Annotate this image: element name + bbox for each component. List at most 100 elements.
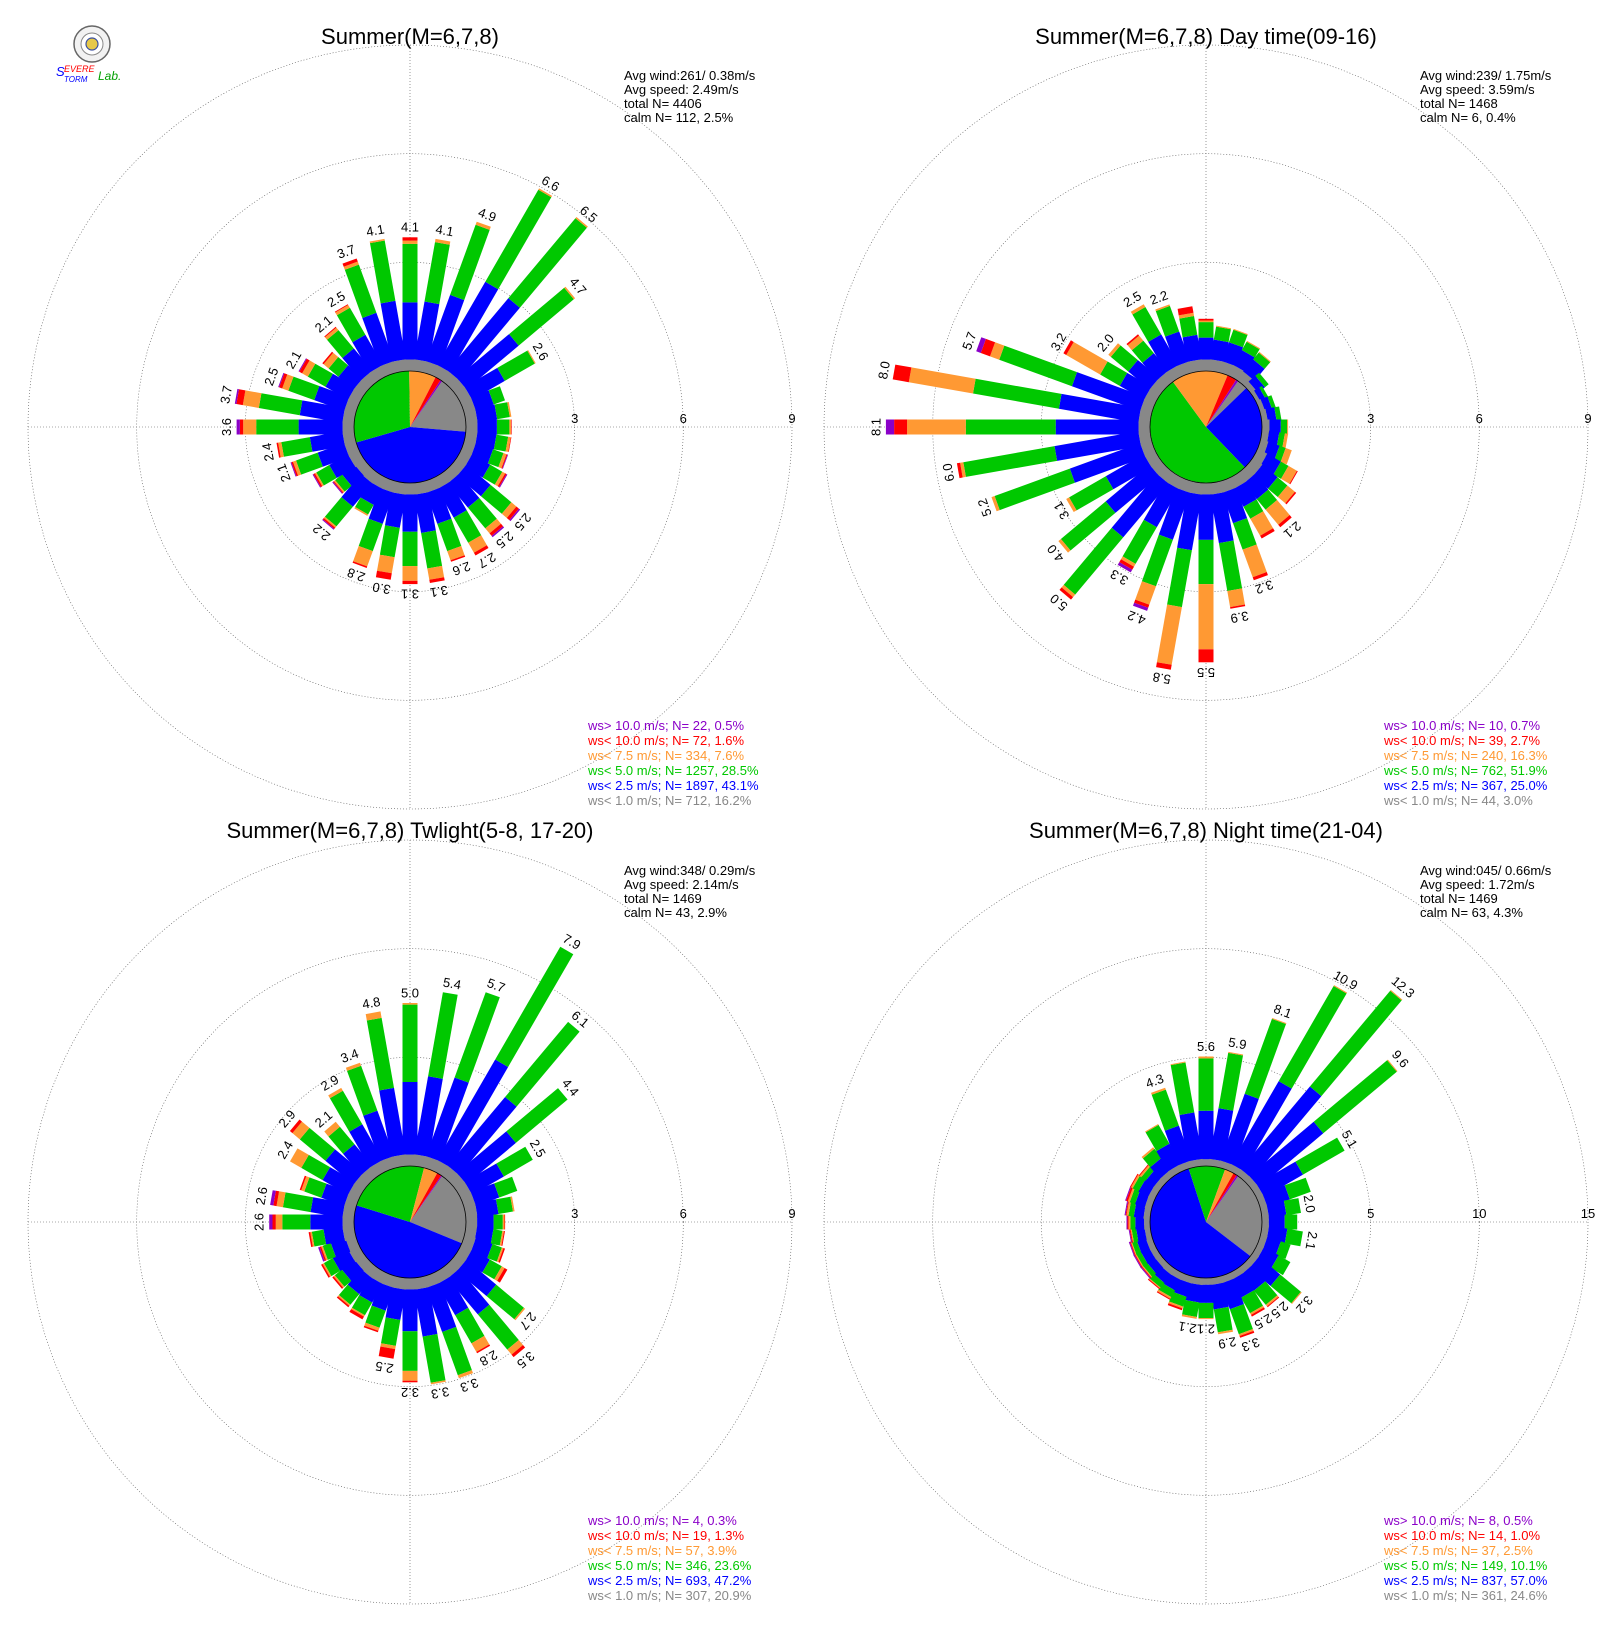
bar-segment-230-4 xyxy=(1141,1266,1152,1279)
bar-segment-300-1 xyxy=(325,373,356,400)
bar-segment-190-4 xyxy=(378,1346,396,1359)
legend-entry: ws< 2.5 m/s; N= 1897, 43.1% xyxy=(587,778,759,793)
bar-label-0: 5.0 xyxy=(401,985,419,1000)
bar-segment-210-2 xyxy=(351,1295,373,1316)
bar-segment-140-4 xyxy=(489,523,504,536)
bar-segment-280-2 xyxy=(973,378,1062,409)
bar-segment-270-3 xyxy=(243,419,257,435)
bar-segment-260-1 xyxy=(1054,431,1141,461)
bar-segment-240-3 xyxy=(314,472,324,487)
bar-segment-350-2 xyxy=(1179,316,1198,338)
bar-label-270: 3.6 xyxy=(219,418,234,436)
bar-segment-90-1 xyxy=(477,1214,494,1230)
bar-segment-20-1 xyxy=(426,1077,469,1162)
bar-segment-320-4 xyxy=(324,326,337,338)
bar-segment-270-4 xyxy=(239,419,244,435)
bar-segment-280-5 xyxy=(234,388,239,404)
bar-segment-160-4 xyxy=(1252,572,1268,581)
bar-segment-120-4 xyxy=(497,473,507,488)
bar-segment-330-2 xyxy=(1132,307,1162,342)
legend-entry: ws< 5.0 m/s; N= 1257, 28.5% xyxy=(587,763,759,778)
bar-segment-150-3 xyxy=(471,1335,490,1352)
bar-segment-210-3 xyxy=(1157,1289,1172,1299)
bar-segment-10-1 xyxy=(1209,1108,1234,1162)
bar-segment-20-2 xyxy=(1228,329,1248,348)
bar-segment-340-3 xyxy=(1151,1087,1166,1095)
bar-segment-150-2 xyxy=(455,1307,485,1344)
bar-segment-300-2 xyxy=(307,363,333,387)
bar-segment-10-1 xyxy=(414,1076,443,1157)
bar-label-20: 8.1 xyxy=(1272,1001,1294,1021)
bar-segment-180-3 xyxy=(402,566,418,581)
svg-text:S: S xyxy=(56,64,65,79)
pie-outline xyxy=(353,370,467,484)
info-line: Avg wind:239/ 1.75m/s xyxy=(1420,68,1552,83)
bar-segment-130-4 xyxy=(1285,491,1297,505)
bar-segment-40-1 xyxy=(447,1097,517,1176)
bar-segment-120-4 xyxy=(1289,470,1298,485)
bar-segment-350-1 xyxy=(1182,334,1202,362)
bar-segment-320-1 xyxy=(342,348,373,381)
bar-segment-340-3 xyxy=(345,1062,362,1071)
bar-segment-90-2 xyxy=(1284,1214,1298,1230)
bar-segment-140-4 xyxy=(1267,1296,1280,1308)
bar-segment-220-4 xyxy=(336,1296,350,1308)
pie-slice-3 xyxy=(410,1167,438,1222)
bar-segment-190-3 xyxy=(1181,1314,1197,1319)
bar-segment-60-3 xyxy=(527,350,536,364)
bar-segment-80-2 xyxy=(1274,406,1282,423)
bar-segment-320-2 xyxy=(1142,1148,1162,1168)
bar-segment-190-4 xyxy=(375,570,392,580)
bar-segment-80-2 xyxy=(1283,1198,1301,1216)
bar-segment-20-2 xyxy=(454,992,500,1083)
bar-segment-220-3 xyxy=(1148,1278,1161,1289)
bar-segment-290-5 xyxy=(976,337,986,353)
bar-segment-180-2 xyxy=(402,1331,418,1371)
bar-segment-240-1 xyxy=(332,1249,356,1271)
bar-segment-330-2 xyxy=(336,307,366,343)
bar-segment-310-2 xyxy=(328,357,348,377)
bar-segment-20-3 xyxy=(1233,328,1248,335)
bar-segment-0-1 xyxy=(1198,337,1214,360)
bar-segment-300-1 xyxy=(322,1167,356,1195)
bar-segment-30-3 xyxy=(538,188,553,198)
legend-entry: ws> 10.0 m/s; N= 22, 0.5% xyxy=(587,718,745,733)
bar-segment-10-2 xyxy=(1218,1052,1243,1111)
bar-segment-150-3 xyxy=(1250,511,1274,536)
bar-segment-150-2 xyxy=(1243,499,1264,519)
legend-entry: ws< 10.0 m/s; N= 39, 2.7% xyxy=(1383,733,1541,748)
pie-slice-0 xyxy=(410,381,466,432)
bar-segment-240-2 xyxy=(1069,476,1114,511)
windrose-panel-3: 5.05.4 5.77.96.14.42.52.73.52.83.33.33.22… xyxy=(27,818,796,1605)
bar-segment-270-4 xyxy=(894,419,908,435)
bar-segment-240-2 xyxy=(323,1258,341,1277)
windrose-panel-2: 2.13.23.95.55.84.23.35.04.03.15.26.08.18… xyxy=(823,24,1592,810)
bar-segment-350-2 xyxy=(1170,1062,1195,1115)
bar-label-260: 6.0 xyxy=(939,462,957,482)
panel-title: Summer(M=6,7,8) xyxy=(321,24,499,49)
bar-segment-170-4 xyxy=(1230,604,1246,609)
pie-slice-1 xyxy=(353,1205,462,1279)
bar-segment-180-3 xyxy=(402,1370,418,1381)
bar-segment-120-1 xyxy=(464,1249,490,1273)
bar-segment-110-4 xyxy=(498,1248,505,1263)
bar-segment-200-3 xyxy=(364,1322,380,1331)
legend-entry: ws> 10.0 m/s; N= 4, 0.3% xyxy=(587,1513,737,1528)
pie-slice-4 xyxy=(1206,1173,1237,1222)
bar-segment-300-4 xyxy=(299,358,310,374)
bar-segment-240-3 xyxy=(322,1263,332,1277)
bar-segment-50-1 xyxy=(456,1131,516,1185)
bar-segment-240-4 xyxy=(313,473,323,488)
info-line: Avg wind:045/ 0.66m/s xyxy=(1420,863,1552,878)
bar-segment-220-4 xyxy=(322,518,336,529)
bar-segment-250-5 xyxy=(1128,1241,1135,1257)
bar-segment-110-3 xyxy=(498,453,507,469)
bar-segment-200-3 xyxy=(1135,581,1156,605)
bar-segment-280-3 xyxy=(1126,1200,1131,1216)
bar-segment-290-3 xyxy=(301,1176,310,1192)
panel-title: Summer(M=6,7,8) Day time(09-16) xyxy=(1035,24,1377,49)
bar-segment-230-2 xyxy=(1142,1262,1157,1277)
bar-segment-260-3 xyxy=(310,1231,315,1247)
bar-segment-350-0 xyxy=(1187,1158,1204,1169)
